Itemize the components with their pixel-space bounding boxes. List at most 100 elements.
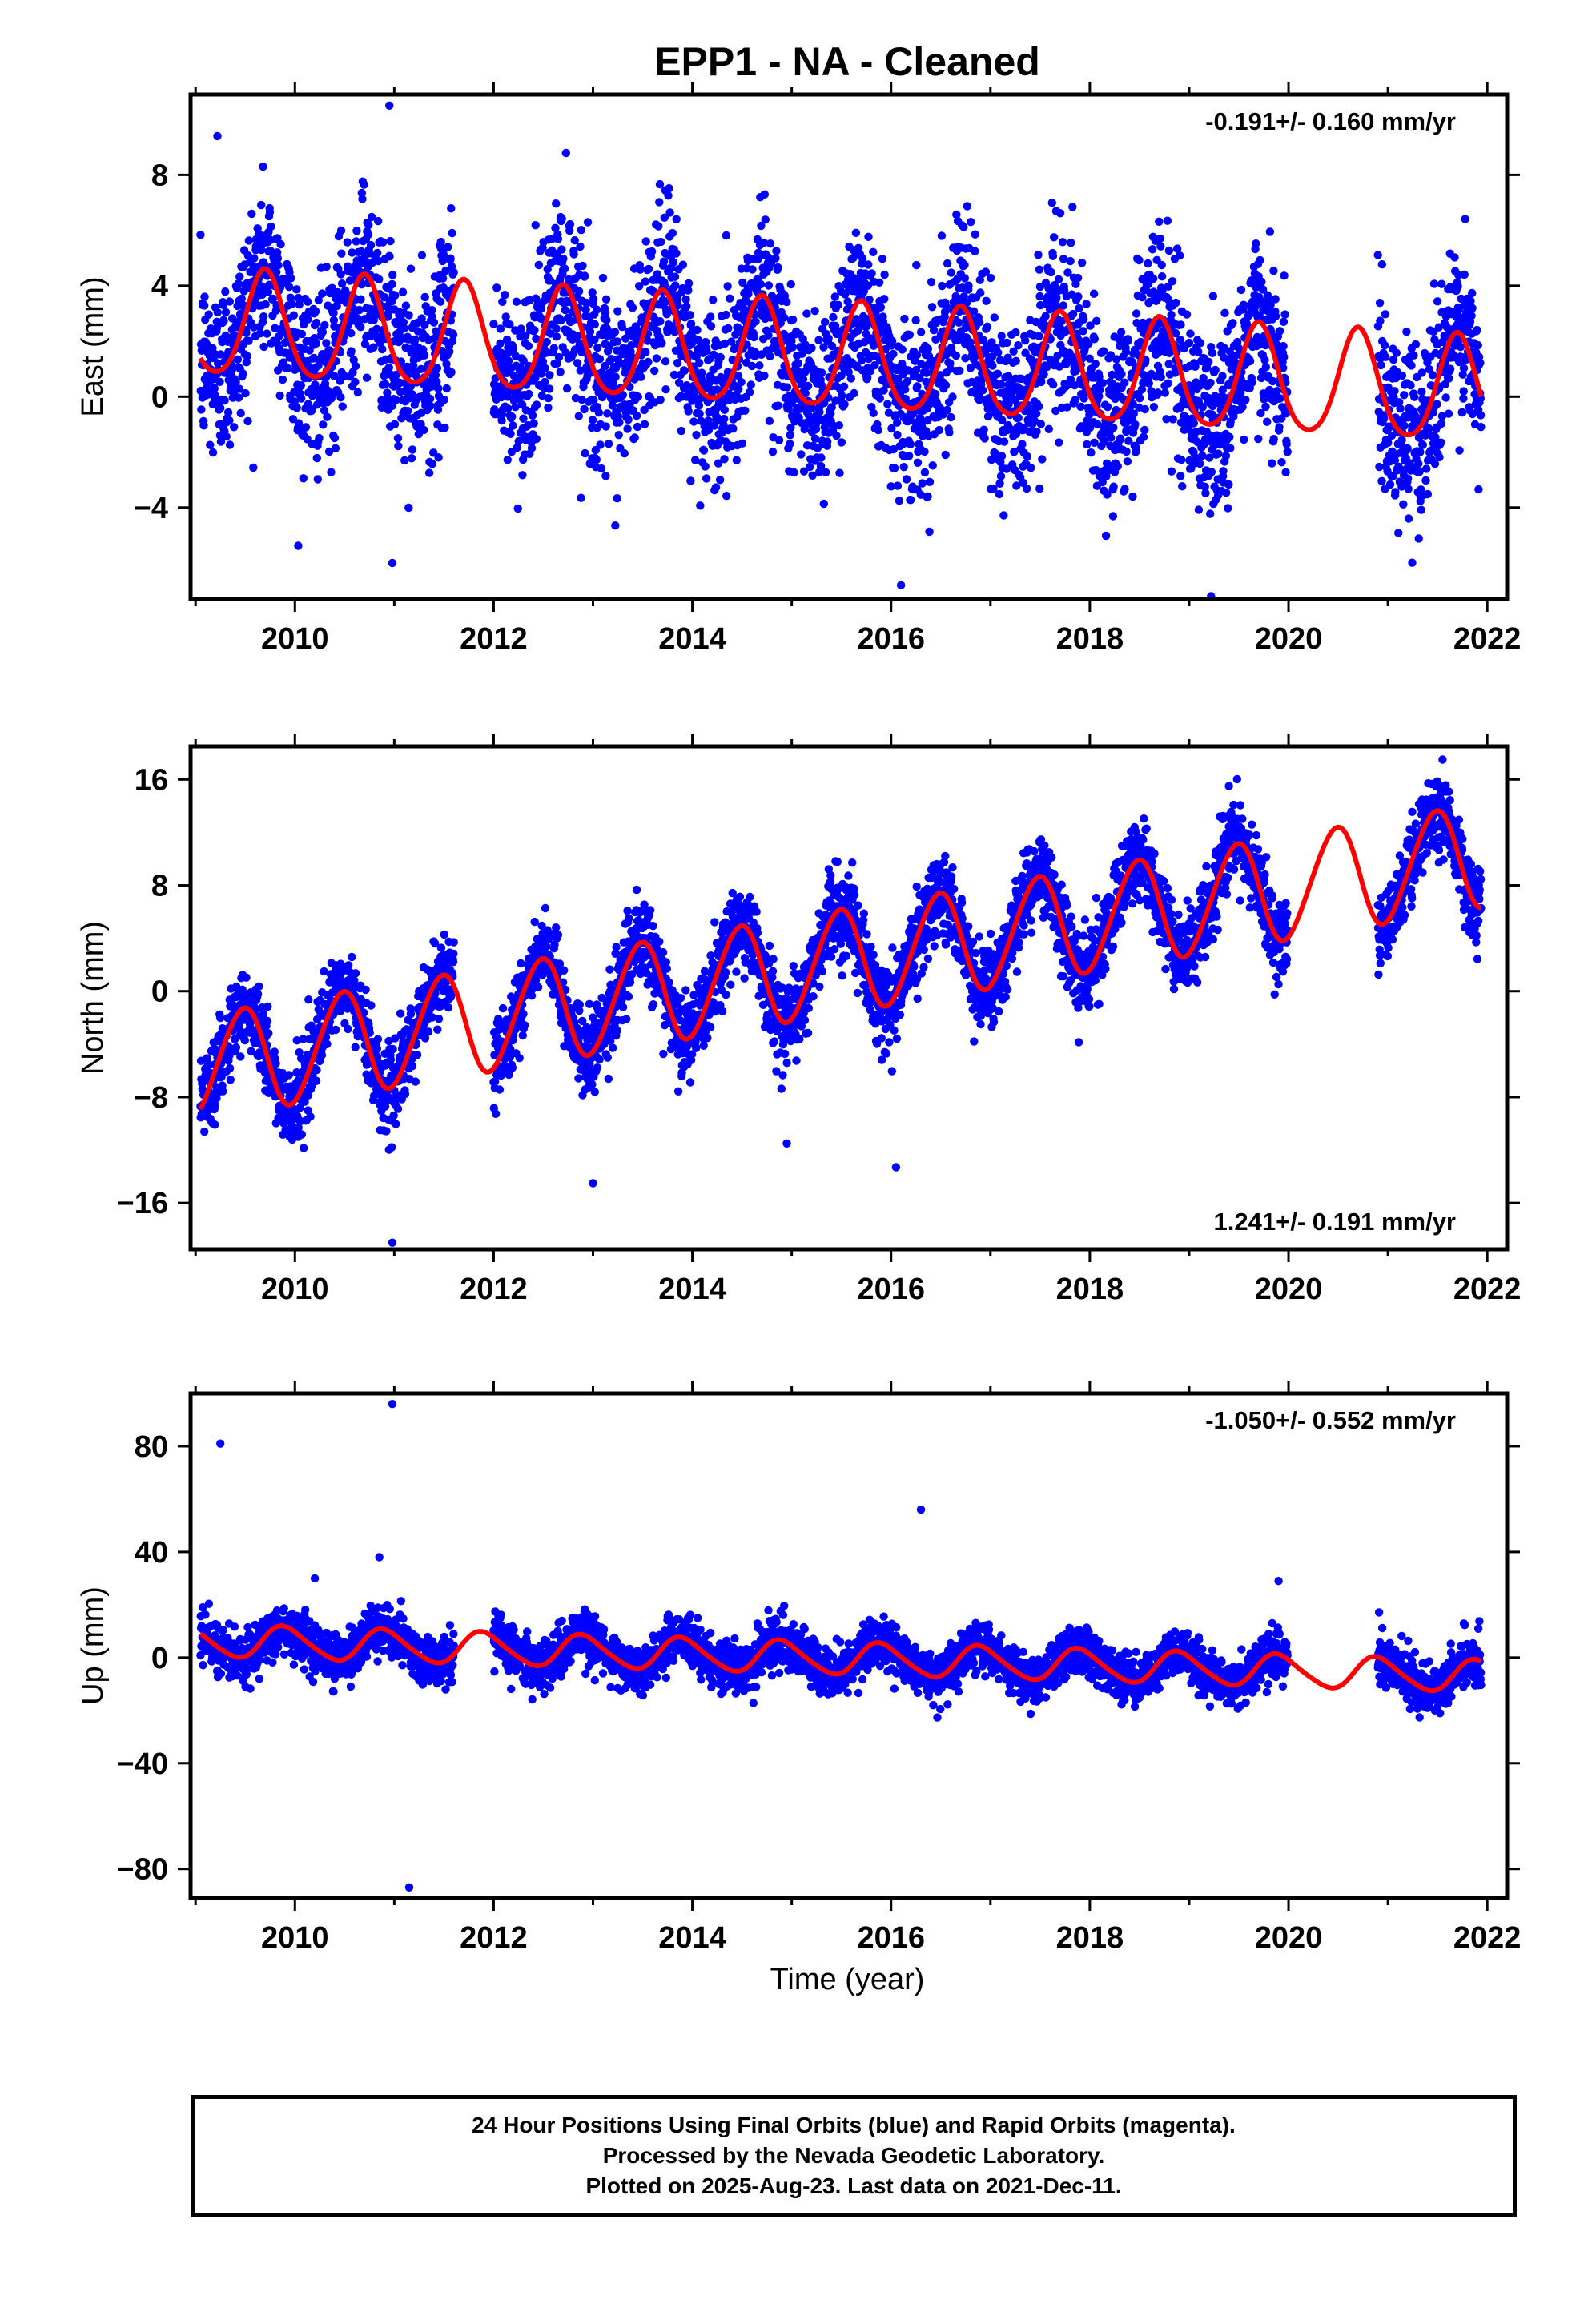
data-point <box>1079 327 1087 336</box>
data-point <box>1035 265 1044 274</box>
data-point <box>1157 272 1167 281</box>
data-point <box>928 461 937 470</box>
data-point <box>428 306 436 315</box>
data-point <box>594 408 604 417</box>
data-point <box>726 294 734 303</box>
data-point <box>1101 531 1111 541</box>
data-point <box>1390 387 1399 396</box>
data-point <box>1275 423 1284 432</box>
data-point <box>1268 376 1277 386</box>
data-point <box>284 283 294 292</box>
data-point <box>1417 505 1425 514</box>
data-point <box>889 349 898 359</box>
data-point <box>1220 308 1229 317</box>
data-point <box>1468 288 1477 298</box>
data-point <box>352 237 360 246</box>
data-point <box>678 260 688 269</box>
data-point <box>644 264 653 274</box>
data-point <box>267 222 275 231</box>
data-point <box>948 392 957 401</box>
data-point <box>1404 514 1413 523</box>
data-point <box>1268 459 1276 468</box>
data-point <box>1032 427 1041 436</box>
data-point <box>806 462 814 472</box>
data-point <box>221 308 231 316</box>
data-point <box>374 256 383 266</box>
data-point <box>219 316 228 325</box>
data-point <box>591 445 600 455</box>
data-point <box>644 357 653 367</box>
data-point <box>1011 356 1020 365</box>
data-point <box>808 403 817 412</box>
data-point <box>534 260 543 270</box>
data-point <box>923 344 933 353</box>
data-point <box>1461 215 1469 223</box>
data-point <box>681 295 690 304</box>
data-point <box>289 311 299 320</box>
data-point <box>1414 459 1423 468</box>
data-point <box>1429 279 1439 288</box>
data-point <box>1100 437 1109 446</box>
data-point <box>1418 440 1428 449</box>
data-point <box>961 354 970 363</box>
data-point <box>255 982 263 991</box>
data-point <box>1108 512 1118 521</box>
data-point <box>929 326 939 335</box>
data-point <box>895 497 904 505</box>
data-point <box>981 267 991 276</box>
data-point <box>511 403 520 412</box>
data-point <box>938 281 947 291</box>
data-point <box>1417 368 1426 377</box>
data-point <box>233 355 243 364</box>
data-point <box>837 371 846 380</box>
data-point <box>513 504 522 513</box>
data-point <box>275 391 284 400</box>
data-point <box>337 249 346 258</box>
data-point <box>590 335 599 344</box>
data-point <box>329 308 338 317</box>
data-point <box>656 396 665 404</box>
data-point <box>788 315 798 324</box>
data-point <box>1375 462 1384 472</box>
data-point <box>1381 310 1390 319</box>
data-point <box>1248 378 1256 387</box>
data-point <box>946 364 955 373</box>
data-point <box>1076 402 1085 411</box>
data-point <box>817 453 826 462</box>
data-point <box>608 401 617 410</box>
data-point <box>1421 476 1430 485</box>
data-point <box>863 373 872 382</box>
data-point <box>388 1143 396 1152</box>
data-point <box>1004 400 1013 409</box>
data-point <box>353 388 362 397</box>
data-point <box>271 1059 280 1068</box>
data-point <box>952 210 961 219</box>
data-point <box>1435 452 1444 462</box>
data-point <box>1112 355 1121 364</box>
data-point <box>532 334 541 344</box>
data-point <box>1156 242 1165 251</box>
data-point <box>557 245 566 254</box>
data-point <box>786 424 795 432</box>
outlier-point <box>213 131 222 141</box>
data-point <box>1079 394 1088 403</box>
data-point <box>656 317 665 326</box>
data-point <box>1017 374 1026 384</box>
data-point <box>364 249 374 258</box>
data-point <box>360 180 368 189</box>
data-point <box>236 408 245 418</box>
data-point <box>916 328 926 336</box>
data-point <box>324 447 334 456</box>
data-point <box>259 1009 268 1019</box>
data-point <box>1071 396 1079 404</box>
data-point <box>492 283 501 292</box>
data-point <box>913 382 922 391</box>
data-point <box>323 412 332 421</box>
data-point <box>837 438 846 447</box>
data-point <box>391 291 400 300</box>
data-point <box>557 215 566 223</box>
data-point <box>1391 488 1400 497</box>
data-point <box>1035 402 1043 411</box>
data-point <box>686 476 695 485</box>
data-point <box>556 368 565 376</box>
